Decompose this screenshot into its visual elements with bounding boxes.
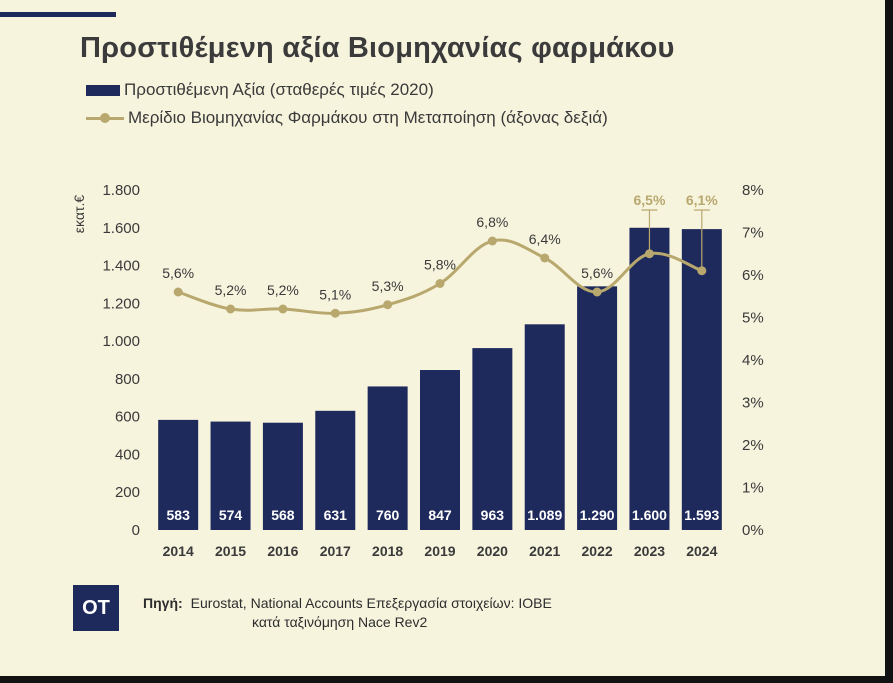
y-tick-label: 1.400: [102, 258, 140, 275]
bar: [420, 370, 460, 530]
legend-item-bar: Προστιθέμενη Αξία (σταθερές τιμές 2020): [86, 79, 434, 101]
source-line1: Eurostat, National Accounts Επεξεργασία …: [190, 595, 552, 611]
chart-title: Προστιθέμενη αξία Βιομηχανίας φαρμάκου: [80, 32, 675, 64]
x-tick-label: 2015: [215, 543, 246, 559]
bar: [262, 422, 303, 530]
bar-value-label: 847: [428, 507, 452, 523]
bar: [158, 419, 199, 530]
x-tick-label: 2016: [267, 543, 298, 559]
y2-tick-label: 0%: [742, 522, 764, 539]
share-point: [540, 253, 550, 263]
legend-item-line: Μερίδιο Βιομηχανίας Φαρμάκου στη Μεταποί…: [86, 107, 608, 129]
share-point-label: 5,2%: [215, 282, 247, 298]
share-point-label: 5,2%: [267, 282, 299, 298]
share-point-label: 5,6%: [162, 265, 194, 281]
chart-plot: 0 200 400 600 800 1.000 1.200 1.400 1.600 1.800 0%…: [71, 182, 764, 559]
share-point-label: 6,1%: [686, 192, 718, 208]
bar: [367, 386, 408, 530]
bar: [472, 348, 513, 530]
source-line2: κατά ταξινόμηση Nace Rev2: [252, 614, 428, 630]
y-tick-label: 1.800: [102, 182, 140, 199]
x-tick-label: 2018: [372, 543, 403, 559]
y2-tick-label: 5%: [742, 310, 764, 327]
share-point: [592, 287, 602, 297]
share-point-label: 5,6%: [581, 265, 613, 281]
y-tick-label: 400: [115, 446, 140, 463]
bar: [210, 421, 251, 530]
legend-bar-swatch: [86, 84, 120, 96]
bar-value-label: 631: [324, 507, 348, 523]
legend-bar-label: Προστιθέμενη Αξία (σταθερές τιμές 2020): [124, 80, 434, 99]
bar: [524, 324, 565, 530]
y2-tick-label: 7%: [742, 225, 764, 242]
y2-tick-label: 4%: [742, 352, 764, 369]
y2-tick-label: 8%: [742, 182, 764, 199]
y-tick-label: 1.600: [102, 220, 140, 237]
bar: [681, 229, 722, 530]
bar: [629, 227, 670, 530]
accent-rule: [0, 12, 116, 17]
y-tick-label: 800: [115, 371, 140, 388]
bar-value-label: 574: [219, 507, 243, 523]
y2-tick-label: 1%: [742, 480, 764, 497]
bar-value-label: 963: [481, 507, 505, 523]
y-tick-label: 200: [115, 484, 140, 501]
bar-value-label: 1.600: [632, 507, 667, 523]
y-tick-label: 1.200: [102, 295, 140, 312]
bar-value-label: 1.089: [527, 507, 562, 523]
bar-value-label: 583: [167, 507, 191, 523]
bar-value-label: 1.593: [684, 507, 719, 523]
share-point: [330, 308, 340, 318]
x-tick-label: 2021: [529, 543, 560, 559]
ot-logo: ΟΤ: [73, 585, 119, 631]
y-tick-label: 600: [115, 409, 140, 426]
x-tick-label: 2024: [686, 543, 717, 559]
x-tick-label: 2023: [634, 543, 665, 559]
bar-value-label: 760: [376, 507, 400, 523]
x-tick-label: 2014: [163, 543, 194, 559]
bar-value-label: 1.290: [580, 507, 615, 523]
x-tick-label: 2020: [477, 543, 508, 559]
share-point: [173, 287, 183, 297]
share-point: [487, 236, 497, 246]
y2-tick-label: 2%: [742, 437, 764, 454]
share-point-label: 5,3%: [372, 278, 404, 294]
share-point: [226, 304, 236, 314]
x-tick-label: 2017: [320, 543, 351, 559]
share-point-label: 6,5%: [633, 192, 665, 208]
share-point-label: 5,1%: [319, 286, 351, 302]
share-point-label: 6,8%: [476, 214, 508, 230]
share-point-label: 6,4%: [529, 231, 561, 247]
share-point: [644, 249, 654, 259]
y2-tick-label: 3%: [742, 395, 764, 412]
bar: [315, 410, 356, 530]
x-tick-label: 2022: [582, 543, 613, 559]
bar-value-label: 568: [271, 507, 295, 523]
y-tick-label: 0: [132, 522, 140, 539]
source-note: Πηγή: Eurostat, National Accounts Επεξεργ…: [143, 594, 552, 632]
legend-line-label: Μερίδιο Βιομηχανίας Φαρμάκου στη Μεταποί…: [128, 108, 608, 127]
legend-line-swatch: [86, 112, 124, 124]
share-line: [177, 238, 703, 315]
share-point-label: 5,8%: [424, 257, 456, 273]
share-point: [278, 304, 288, 314]
source-label: Πηγή:: [143, 595, 183, 611]
share-point: [697, 266, 707, 276]
x-tick-label: 2019: [424, 543, 455, 559]
y-axis-title: εκατ.€: [71, 195, 87, 234]
y-tick-label: 1.000: [102, 333, 140, 350]
share-point: [383, 300, 393, 310]
y2-tick-label: 6%: [742, 267, 764, 284]
bar: [577, 286, 618, 530]
share-point: [435, 279, 445, 288]
